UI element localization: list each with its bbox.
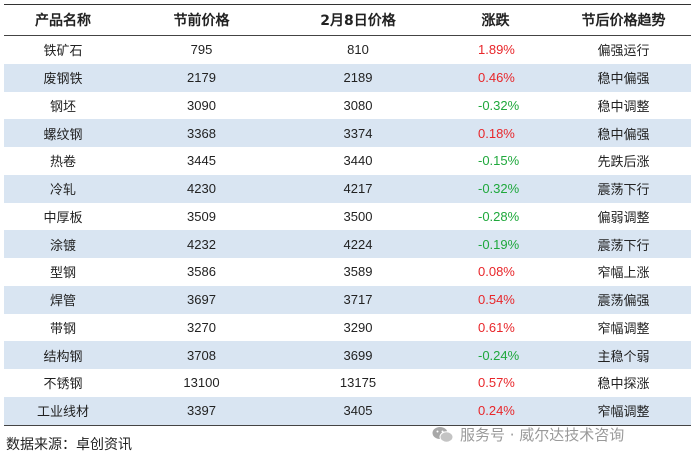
cell-feb8-price: 3080: [281, 91, 435, 120]
cell-product-name: 热卷: [4, 147, 122, 175]
cell-trend: 稳中偏强: [556, 119, 691, 147]
cell-feb8-price: 810: [281, 35, 435, 64]
cell-pre-holiday-price: 3708: [122, 341, 281, 369]
table-row: 螺纹钢 3368 3374 0.18% 稳中偏强: [4, 119, 691, 147]
cell-change: -0.32%: [435, 91, 556, 120]
cell-pre-holiday-price: 3586: [122, 258, 281, 286]
cell-product-name: 冷轧: [4, 174, 122, 203]
cell-trend: 稳中探涨: [556, 369, 691, 397]
cell-change: 0.54%: [435, 285, 556, 314]
header-pre-holiday-price: 节前价格: [122, 4, 281, 36]
cell-pre-holiday-price: 2179: [122, 63, 281, 92]
table-header: 产品名称 节前价格 2月8日价格 涨跌 节后价格趋势: [4, 4, 691, 36]
wechat-icon: [432, 426, 454, 443]
cell-product-name: 铁矿石: [4, 35, 122, 64]
cell-change: 0.61%: [435, 313, 556, 342]
cell-change: -0.24%: [435, 341, 556, 369]
cell-product-name: 废钢铁: [4, 63, 122, 92]
cell-change: -0.15%: [435, 147, 556, 175]
table-row: 型钢 3586 3589 0.08% 窄幅上涨: [4, 258, 691, 286]
cell-feb8-price: 3405: [281, 396, 435, 426]
table-row: 涂镀 4232 4224 -0.19% 震荡下行: [4, 230, 691, 258]
cell-feb8-price: 4224: [281, 230, 435, 258]
cell-change: -0.19%: [435, 230, 556, 258]
cell-product-name: 涂镀: [4, 230, 122, 258]
cell-product-name: 钢坯: [4, 91, 122, 120]
table-row: 钢坯 3090 3080 -0.32% 稳中调整: [4, 91, 691, 120]
cell-trend: 震荡下行: [556, 174, 691, 203]
table-row: 冷轧 4230 4217 -0.32% 震荡下行: [4, 174, 691, 203]
cell-product-name: 结构钢: [4, 341, 122, 369]
cell-feb8-price: 4217: [281, 174, 435, 203]
table-row: 结构钢 3708 3699 -0.24% 主稳个弱: [4, 341, 691, 369]
cell-product-name: 带钢: [4, 313, 122, 342]
header-feb8-price: 2月8日价格: [281, 4, 435, 36]
cell-trend: 主稳个弱: [556, 341, 691, 369]
cell-trend: 偏弱调整: [556, 202, 691, 231]
cell-pre-holiday-price: 3397: [122, 396, 281, 426]
cell-product-name: 螺纹钢: [4, 119, 122, 147]
data-source-note: 数据来源：卓创资讯: [6, 437, 132, 453]
cell-trend: 稳中偏强: [556, 63, 691, 92]
header-trend: 节后价格趋势: [556, 4, 691, 36]
cell-feb8-price: 3699: [281, 341, 435, 369]
cell-change: 0.08%: [435, 258, 556, 286]
cell-feb8-price: 3717: [281, 285, 435, 314]
cell-trend: 偏强运行: [556, 35, 691, 64]
cell-product-name: 型钢: [4, 258, 122, 286]
cell-trend: 稳中调整: [556, 91, 691, 120]
cell-pre-holiday-price: 795: [122, 35, 281, 64]
cell-feb8-price: 3500: [281, 202, 435, 231]
cell-product-name: 中厚板: [4, 202, 122, 231]
cell-pre-holiday-price: 3509: [122, 202, 281, 231]
cell-trend: 窄幅调整: [556, 313, 691, 342]
cell-trend: 窄幅上涨: [556, 258, 691, 286]
cell-change: 1.89%: [435, 35, 556, 64]
steel-price-table: 产品名称 节前价格 2月8日价格 涨跌 节后价格趋势 铁矿石 795 810 1.89…: [4, 4, 691, 426]
table-row: 工业线材 3397 3405 0.24% 窄幅调整: [4, 396, 691, 426]
cell-pre-holiday-price: 3445: [122, 147, 281, 175]
cell-product-name: 工业线材: [4, 396, 122, 426]
table-body: 铁矿石 795 810 1.89% 偏强运行 废钢铁 2179 2189 0.46% 稳中偏强 钢坯…: [4, 35, 691, 426]
table-row: 铁矿石 795 810 1.89% 偏强运行: [4, 35, 691, 64]
cell-change: -0.28%: [435, 202, 556, 231]
table-row: 废钢铁 2179 2189 0.46% 稳中偏强: [4, 63, 691, 92]
cell-pre-holiday-price: 4232: [122, 230, 281, 258]
cell-feb8-price: 13175: [281, 369, 435, 397]
cell-pre-holiday-price: 3270: [122, 313, 281, 342]
cell-change: -0.32%: [435, 174, 556, 203]
cell-pre-holiday-price: 3697: [122, 285, 281, 314]
price-table-container: 产品名称 节前价格 2月8日价格 涨跌 节后价格趋势 铁矿石 795 810 1.89…: [4, 4, 691, 426]
cell-pre-holiday-price: 4230: [122, 174, 281, 203]
cell-change: 0.57%: [435, 369, 556, 397]
table-row: 不锈钢 13100 13175 0.57% 稳中探涨: [4, 369, 691, 397]
cell-change: 0.18%: [435, 119, 556, 147]
cell-trend: 先跌后涨: [556, 147, 691, 175]
header-product-name: 产品名称: [4, 4, 122, 36]
cell-pre-holiday-price: 13100: [122, 369, 281, 397]
cell-feb8-price: 3440: [281, 147, 435, 175]
table-row: 中厚板 3509 3500 -0.28% 偏弱调整: [4, 202, 691, 231]
cell-feb8-price: 3290: [281, 313, 435, 342]
cell-trend: 震荡下行: [556, 230, 691, 258]
cell-feb8-price: 3374: [281, 119, 435, 147]
table-row: 热卷 3445 3440 -0.15% 先跌后涨: [4, 147, 691, 175]
cell-product-name: 焊管: [4, 285, 122, 314]
header-change: 涨跌: [435, 4, 556, 36]
cell-feb8-price: 2189: [281, 63, 435, 92]
table-row: 焊管 3697 3717 0.54% 震荡偏强: [4, 285, 691, 314]
watermark-text: 服务号 · 威尔达技术咨询: [460, 426, 625, 444]
cell-feb8-price: 3589: [281, 258, 435, 286]
cell-trend: 震荡偏强: [556, 285, 691, 314]
cell-product-name: 不锈钢: [4, 369, 122, 397]
cell-pre-holiday-price: 3090: [122, 91, 281, 120]
cell-change: 0.24%: [435, 396, 556, 426]
watermark: 服务号 · 威尔达技术咨询: [432, 424, 624, 445]
table-row: 带钢 3270 3290 0.61% 窄幅调整: [4, 313, 691, 342]
cell-change: 0.46%: [435, 63, 556, 92]
cell-pre-holiday-price: 3368: [122, 119, 281, 147]
cell-trend: 窄幅调整: [556, 396, 691, 426]
